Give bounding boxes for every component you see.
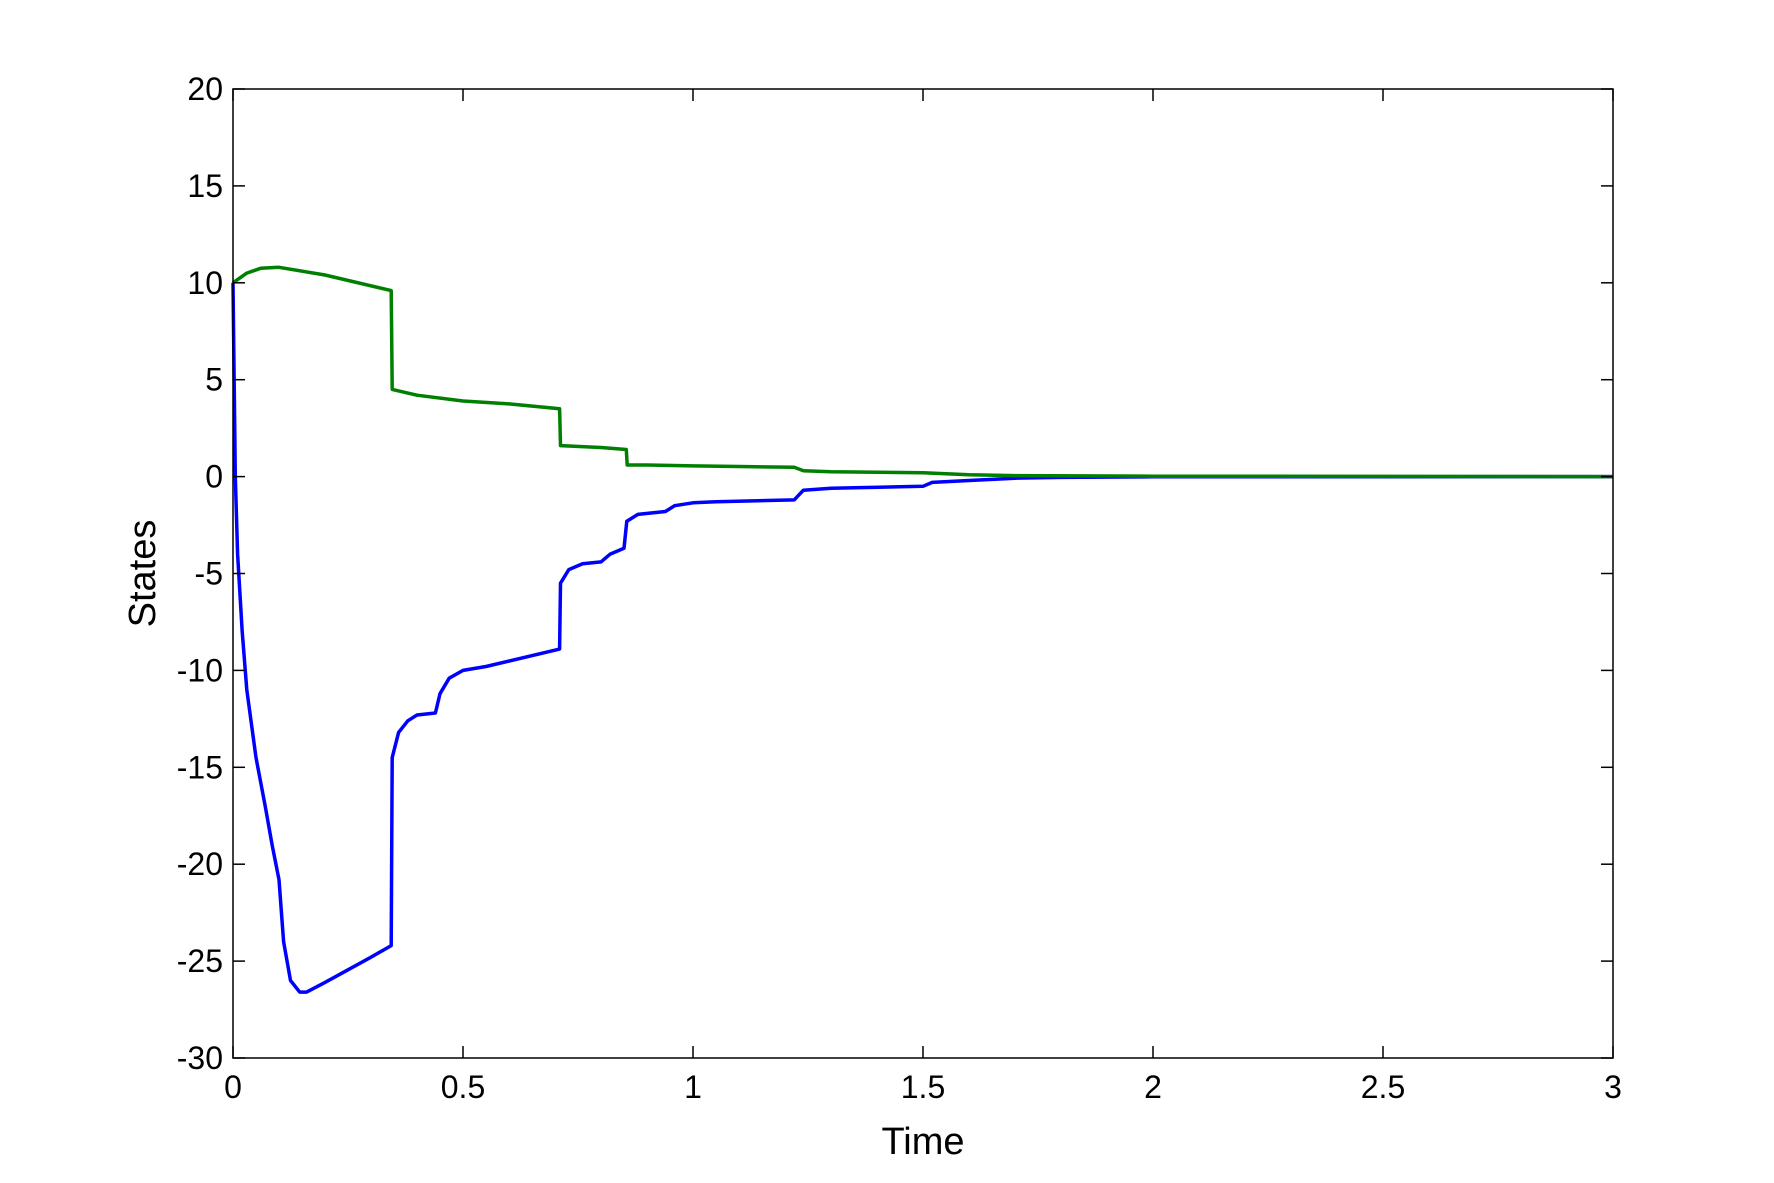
y-tick-label: -5 bbox=[195, 556, 223, 592]
y-axis-title: States bbox=[122, 520, 164, 628]
x-tick-label: 2 bbox=[1144, 1069, 1162, 1105]
y-tick-label: 15 bbox=[187, 168, 223, 204]
plot-frame bbox=[232, 88, 1614, 1059]
y-tick-label: -10 bbox=[177, 652, 223, 688]
tick-layer: 0 0.5 1 1.5 2 2.5 3 20 15 10 5 0 -5 -10 -15 -20 -25 -30 bbox=[177, 71, 1622, 1105]
x-tick-label: 0 bbox=[224, 1069, 242, 1105]
series-layer bbox=[231, 265, 1614, 994]
series-line-2 bbox=[231, 265, 1614, 479]
y-tick-label: -25 bbox=[177, 943, 223, 979]
y-tick-label: -30 bbox=[177, 1040, 223, 1076]
y-tick-label: 10 bbox=[187, 265, 223, 301]
series-line-1 bbox=[231, 282, 1614, 994]
x-tick-label: 3 bbox=[1604, 1069, 1622, 1105]
y-tick-label: 0 bbox=[205, 459, 223, 495]
x-tick-label: 1 bbox=[684, 1069, 702, 1105]
y-tick-label: -20 bbox=[177, 846, 223, 882]
y-tick-label: 20 bbox=[187, 71, 223, 107]
y-tick-label: -15 bbox=[177, 749, 223, 785]
x-tick-label: 0.5 bbox=[441, 1069, 485, 1105]
x-tick-label: 1.5 bbox=[901, 1069, 945, 1105]
x-tick-label: 2.5 bbox=[1361, 1069, 1405, 1105]
y-tick-label: 5 bbox=[205, 362, 223, 398]
x-axis-title: Time bbox=[881, 1121, 964, 1163]
